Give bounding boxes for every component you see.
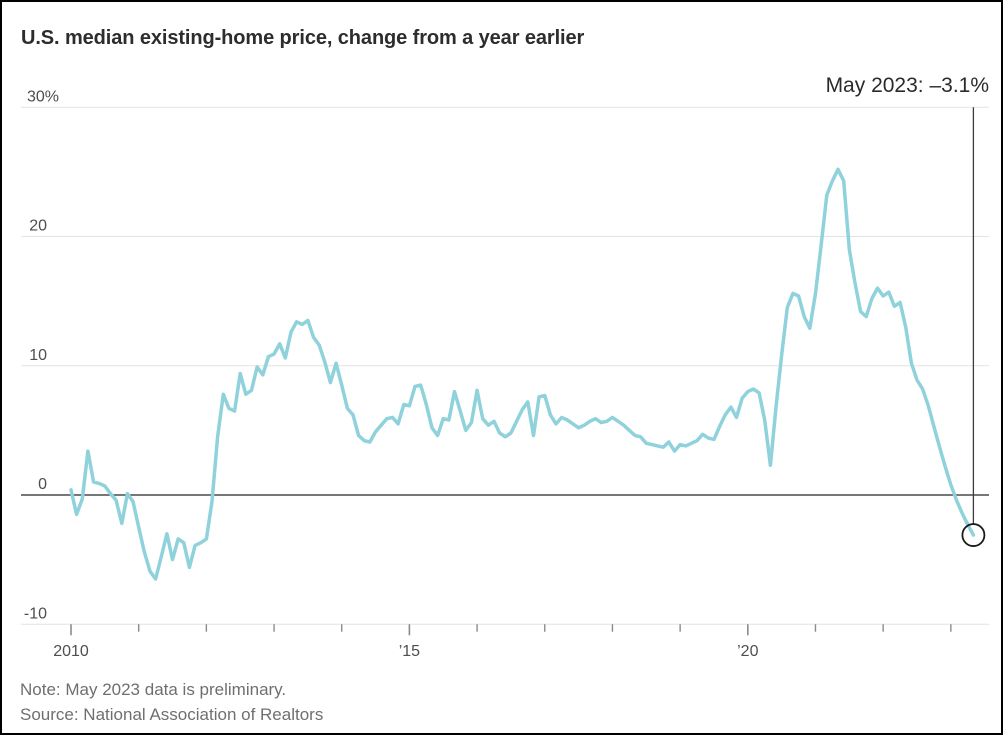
- y-tick-label: 30%: [27, 88, 59, 105]
- source-text: Source: National Association of Realtors: [20, 705, 324, 724]
- note-text: Note: May 2023 data is preliminary.: [20, 680, 287, 699]
- y-tick-label: -10: [24, 605, 47, 622]
- x-tick-label: 2010: [53, 643, 89, 660]
- y-tick-label: 20: [29, 218, 47, 235]
- endpoint-circle: [961, 523, 986, 547]
- y-tick-label: 10: [29, 347, 47, 364]
- x-tick-label: ’20: [737, 643, 758, 660]
- x-tick-label: ’15: [399, 643, 420, 660]
- annotation-label: May 2023: –3.1%: [826, 74, 989, 97]
- price-change-line: [69, 167, 976, 581]
- chart-title: U.S. median existing-home price, change …: [21, 27, 585, 49]
- y-tick-label: 0: [38, 476, 47, 493]
